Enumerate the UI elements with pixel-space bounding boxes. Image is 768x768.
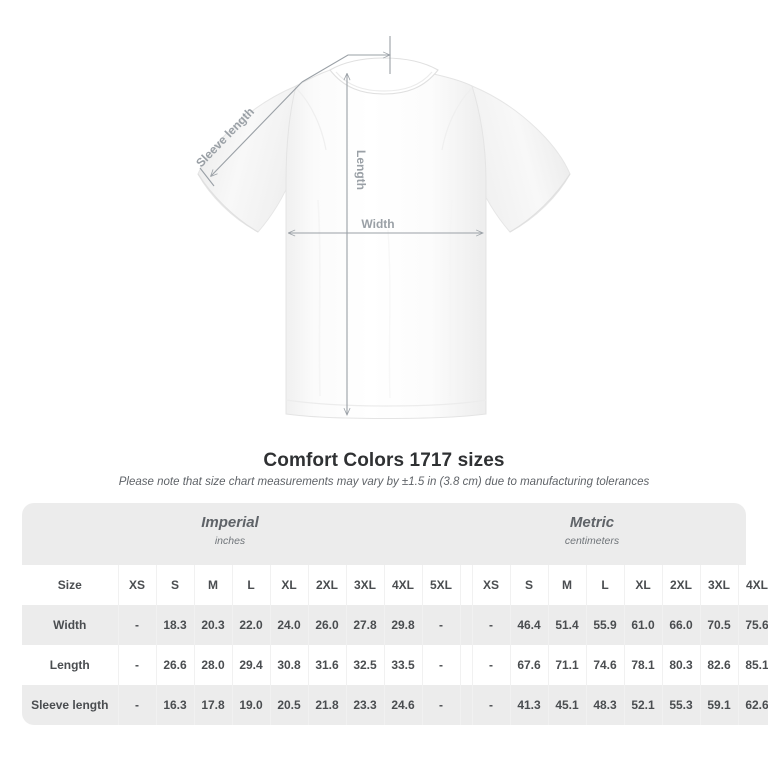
row-label-length: Length (22, 645, 119, 685)
unit-systems-banner: Imperial inches Metric centimeters (22, 503, 746, 565)
column-header-size: Size (22, 565, 119, 605)
tshirt-shape (197, 57, 571, 419)
cell-metric-length-s: 67.6 (510, 645, 549, 685)
column-header-imperial-5xl: 5XL (422, 565, 461, 605)
cell-imperial-length-xs: - (118, 645, 157, 685)
column-header-imperial-xl: XL (270, 565, 309, 605)
cell-imperial-sleeve-length-s: 16.3 (156, 685, 195, 725)
column-header-metric-xs: XS (472, 565, 511, 605)
table-row: Length -26.6 28.0 29.4 30.8 31.6 32.5 33.5- -67.… (22, 645, 768, 685)
cell-metric-length-m: 71.1 (548, 645, 587, 685)
cell-metric-sleeve-length-xs: - (472, 685, 511, 725)
cell-metric-length-xs: - (472, 645, 511, 685)
cell-imperial-width-5xl: - (422, 605, 461, 645)
column-header-imperial-2xl: 2XL (308, 565, 347, 605)
cell-imperial-sleeve-length-l: 19.0 (232, 685, 271, 725)
cell-metric-width-xl: 61.0 (624, 605, 663, 645)
length-label: Length (354, 150, 368, 190)
cell-metric-width-l: 55.9 (586, 605, 625, 645)
cell-imperial-sleeve-length-3xl: 23.3 (346, 685, 385, 725)
cell-metric-length-4xl: 85.1 (738, 645, 768, 685)
table-row: Sleeve length -16.3 17.8 19.0 20.5 21.8 23.3 24… (22, 685, 768, 725)
cell-imperial-width-xs: - (118, 605, 157, 645)
tshirt-diagram: Sleeve length Length Width (193, 36, 571, 419)
cell-metric-width-2xl: 66.0 (662, 605, 701, 645)
column-header-imperial-xs: XS (118, 565, 157, 605)
cell-metric-sleeve-length-4xl: 62.6 (738, 685, 768, 725)
unit-block-metric: Metric centimeters (438, 503, 746, 565)
cell-imperial-length-5xl: - (422, 645, 461, 685)
metric-label: Metric (569, 514, 615, 531)
shoulder-guide-line (301, 55, 390, 83)
table-header-row: SizeXSSMLXL2XL3XL4XL5XLXSSMLXL2XL3XL4XL5… (22, 565, 768, 605)
unit-divider-gap (460, 645, 473, 685)
cell-metric-width-4xl: 75.6 (738, 605, 768, 645)
unit-divider-gap (460, 685, 473, 725)
cell-imperial-sleeve-length-xl: 20.5 (270, 685, 309, 725)
tolerance-note: Please note that size chart measurements… (118, 476, 650, 488)
cell-metric-sleeve-length-l: 48.3 (586, 685, 625, 725)
page-title: Comfort Colors 1717 sizes (263, 450, 505, 471)
size-chart-table: Imperial inches Metric centimeters Size X… (22, 503, 768, 725)
cell-imperial-width-3xl: 27.8 (346, 605, 385, 645)
cell-metric-sleeve-length-s: 41.3 (510, 685, 549, 725)
row-label-width: Width (22, 605, 119, 645)
column-header-metric-2xl: 2XL (662, 565, 701, 605)
sleeve-length-line (211, 81, 303, 176)
cell-imperial-width-m: 20.3 (194, 605, 233, 645)
sleeve-length-tick (199, 167, 215, 187)
cell-imperial-length-s: 26.6 (156, 645, 195, 685)
cell-imperial-length-3xl: 32.5 (346, 645, 385, 685)
cell-imperial-sleeve-length-2xl: 21.8 (308, 685, 347, 725)
cell-imperial-width-2xl: 26.0 (308, 605, 347, 645)
cell-imperial-width-s: 18.3 (156, 605, 195, 645)
column-header-imperial-3xl: 3XL (346, 565, 385, 605)
measurements-grid: SizeXSSMLXL2XL3XL4XL5XLXSSMLXL2XL3XL4XL5… (22, 565, 768, 725)
imperial-label: Imperial (201, 514, 259, 531)
cell-metric-width-3xl: 70.5 (700, 605, 739, 645)
cell-metric-sleeve-length-m: 45.1 (548, 685, 587, 725)
cell-imperial-width-4xl: 29.8 (384, 605, 423, 645)
table-row: Width -18.3 20.3 22.0 24.0 26.0 27.8 29.8- -46.4… (22, 605, 768, 645)
imperial-sublabel: inches (214, 535, 246, 547)
column-header-imperial-4xl: 4XL (384, 565, 423, 605)
column-header-imperial-l: L (232, 565, 271, 605)
column-header-imperial-s: S (156, 565, 195, 605)
column-header-metric-3xl: 3XL (700, 565, 739, 605)
cell-metric-width-m: 51.4 (548, 605, 587, 645)
row-label-sleeve-length: Sleeve length (22, 685, 119, 725)
column-header-metric-s: S (510, 565, 549, 605)
width-label: Width (361, 217, 394, 231)
cell-imperial-length-l: 29.4 (232, 645, 271, 685)
cell-imperial-sleeve-length-4xl: 24.6 (384, 685, 423, 725)
cell-imperial-length-m: 28.0 (194, 645, 233, 685)
cell-imperial-sleeve-length-xs: - (118, 685, 157, 725)
cell-metric-sleeve-length-3xl: 59.1 (700, 685, 739, 725)
unit-divider-gap (460, 565, 473, 605)
cell-metric-width-xs: - (472, 605, 511, 645)
cell-imperial-length-2xl: 31.6 (308, 645, 347, 685)
measurement-annotations (199, 36, 483, 415)
cell-imperial-sleeve-length-m: 17.8 (194, 685, 233, 725)
cell-imperial-width-l: 22.0 (232, 605, 271, 645)
unit-divider-gap (460, 605, 473, 645)
column-header-metric-m: M (548, 565, 587, 605)
cell-metric-length-xl: 78.1 (624, 645, 663, 685)
unit-block-imperial: Imperial inches (22, 503, 438, 565)
column-header-imperial-m: M (194, 565, 233, 605)
cell-metric-sleeve-length-xl: 52.1 (624, 685, 663, 725)
cell-imperial-width-xl: 24.0 (270, 605, 309, 645)
column-header-metric-4xl: 4XL (738, 565, 768, 605)
cell-metric-length-3xl: 82.6 (700, 645, 739, 685)
column-header-metric-l: L (586, 565, 625, 605)
cell-imperial-length-4xl: 33.5 (384, 645, 423, 685)
cell-imperial-sleeve-length-5xl: - (422, 685, 461, 725)
cell-imperial-length-xl: 30.8 (270, 645, 309, 685)
column-header-metric-xl: XL (624, 565, 663, 605)
cell-metric-sleeve-length-2xl: 55.3 (662, 685, 701, 725)
metric-sublabel: centimeters (564, 535, 620, 547)
cell-metric-width-s: 46.4 (510, 605, 549, 645)
cell-metric-length-l: 74.6 (586, 645, 625, 685)
cell-metric-length-2xl: 80.3 (662, 645, 701, 685)
